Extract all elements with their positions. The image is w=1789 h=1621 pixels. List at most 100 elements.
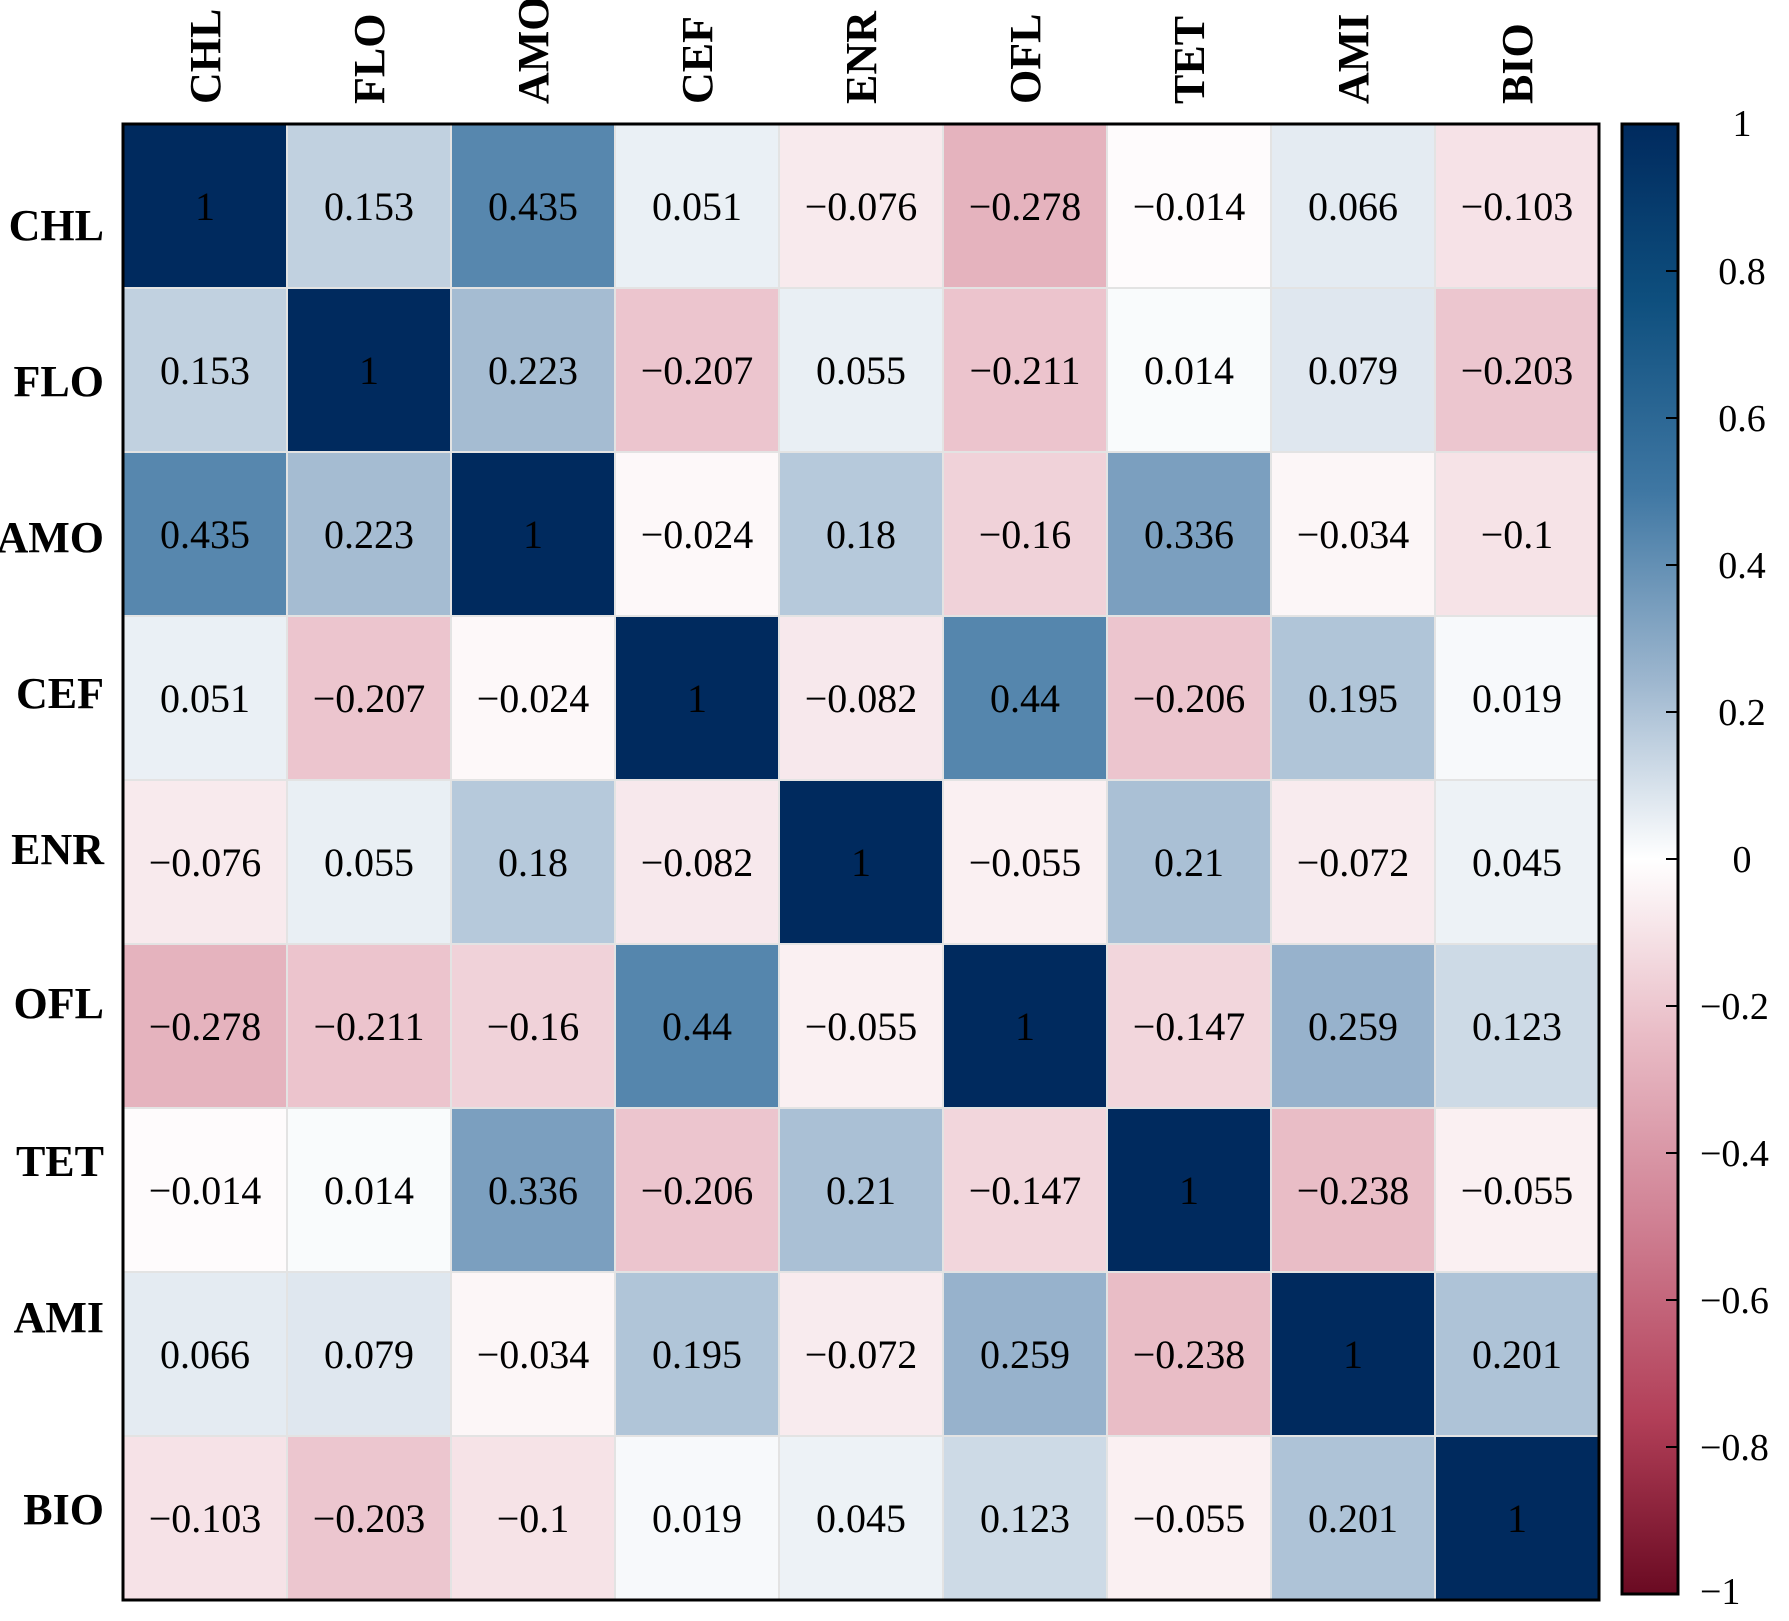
colorbar-tick-label: −0.4 <box>1700 1133 1769 1175</box>
heatmap-cells: 1 0.153 0.435 0.051 −0.076 −0.278 −0.014 0.066 −… <box>123 124 1599 1600</box>
heatmap-cell-flo-chl <box>123 288 287 452</box>
cell-value-label: −0.055 <box>1133 1496 1246 1541</box>
cell-value-label: −0.076 <box>149 840 262 885</box>
colorbar-tick-label: −0.8 <box>1700 1427 1769 1469</box>
heatmap-cell-flo-ofl <box>943 288 1107 452</box>
row-label-chl: CHL <box>9 201 104 250</box>
cell-value-label: −0.076 <box>805 184 918 229</box>
cell-value-label: 0.123 <box>1472 1004 1562 1049</box>
cell-value-label: 0.44 <box>662 1004 732 1049</box>
heatmap-cell-tet-flo <box>287 1108 451 1272</box>
row-label-flo: FLO <box>14 357 104 406</box>
row-label-ami: AMI <box>14 1293 104 1342</box>
cell-value-label: 0.066 <box>160 1332 250 1377</box>
cell-value-label: 0.123 <box>980 1496 1070 1541</box>
cell-value-label: 0.045 <box>816 1496 906 1541</box>
cell-value-label: 0.055 <box>816 348 906 393</box>
column-label-ami: AMI <box>1329 14 1378 104</box>
cell-value-label: −0.238 <box>1133 1332 1246 1377</box>
heatmap-cell-enr-cef <box>615 780 779 944</box>
heatmap-cell-bio-enr <box>779 1436 943 1600</box>
cell-value-label: −0.211 <box>313 1004 424 1049</box>
heatmap-cell-flo-ami <box>1271 288 1435 452</box>
colorbar-tick-label: 0.4 <box>1718 545 1766 587</box>
heatmap-cell-enr-flo <box>287 780 451 944</box>
heatmap-cell-bio-tet <box>1107 1436 1271 1600</box>
heatmap-cell-tet-ofl <box>943 1108 1107 1272</box>
cell-value-label: 0.44 <box>990 676 1060 721</box>
cell-value-label: 0.259 <box>1308 1004 1398 1049</box>
heatmap-cell-cef-chl <box>123 616 287 780</box>
heatmap-cell-tet-enr <box>779 1108 943 1272</box>
heatmap-cell-chl-amo <box>451 124 615 288</box>
heatmap-cell-amo-chl <box>123 452 287 616</box>
column-label-tet: TET <box>1165 16 1214 104</box>
cell-value-label: 1 <box>1015 1004 1035 1049</box>
colorbar-tick-label: 1 <box>1733 103 1752 145</box>
heatmap-cell-amo-tet <box>1107 452 1271 616</box>
heatmap-cell-enr-amo <box>451 780 615 944</box>
cell-value-label: −0.147 <box>969 1168 1082 1213</box>
cell-value-label: −0.034 <box>477 1332 590 1377</box>
heatmap-cell-enr-ami <box>1271 780 1435 944</box>
column-label-bio: BIO <box>1493 23 1542 104</box>
heatmap-cell-ami-bio <box>1435 1272 1599 1436</box>
cell-value-label: −0.014 <box>149 1168 262 1213</box>
cell-value-label: 0.014 <box>324 1168 414 1213</box>
colorbar-tick-label: −0.6 <box>1700 1280 1769 1322</box>
heatmap-cell-enr-enr <box>779 780 943 944</box>
heatmap-cell-chl-flo <box>287 124 451 288</box>
cell-value-label: 0.079 <box>1308 348 1398 393</box>
cell-value-label: 0.066 <box>1308 184 1398 229</box>
heatmap-cell-enr-tet <box>1107 780 1271 944</box>
heatmap-cell-enr-ofl <box>943 780 1107 944</box>
column-label-ofl: OFL <box>1001 14 1050 104</box>
cell-value-label: 0.435 <box>488 184 578 229</box>
cell-value-label: −0.238 <box>1297 1168 1410 1213</box>
cell-value-label: 0.055 <box>324 840 414 885</box>
cell-value-label: −0.014 <box>1133 184 1246 229</box>
column-label-enr: ENR <box>837 10 886 104</box>
cell-value-label: −0.1 <box>1481 512 1554 557</box>
column-label-chl: CHL <box>181 9 230 104</box>
heatmap-cell-chl-bio <box>1435 124 1599 288</box>
colorbar-tick-label: 0.6 <box>1718 398 1766 440</box>
column-labels: CHL FLO AMO CEF ENR OFL TET AMI BIO <box>181 0 1542 104</box>
row-labels: CHL FLO AMO CEF ENR OFL TET AMI BIO <box>0 201 105 1534</box>
cell-value-label: 0.014 <box>1144 348 1234 393</box>
colorbar-ticks: 1 0.8 0.6 0.4 0.2 0 −0.2 −0.4 −0.6 −0.8 −1 <box>1666 103 1769 1613</box>
cell-value-label: 0.21 <box>1154 840 1224 885</box>
heatmap-cell-ami-enr <box>779 1272 943 1436</box>
heatmap-cell-ofl-flo <box>287 944 451 1108</box>
cell-value-label: 0.259 <box>980 1332 1070 1377</box>
cell-value-label: 0.195 <box>1308 676 1398 721</box>
heatmap-cell-tet-tet <box>1107 1108 1271 1272</box>
heatmap-cell-amo-enr <box>779 452 943 616</box>
colorbar-tick-label: −0.2 <box>1700 986 1769 1028</box>
cell-value-label: −0.278 <box>969 184 1082 229</box>
cell-value-label: 0.045 <box>1472 840 1562 885</box>
cell-value-label: 1 <box>687 676 707 721</box>
heatmap-cell-tet-cef <box>615 1108 779 1272</box>
column-label-flo: FLO <box>345 14 394 104</box>
heatmap-cell-bio-ofl <box>943 1436 1107 1600</box>
heatmap-cell-tet-bio <box>1435 1108 1599 1272</box>
heatmap-cell-bio-amo <box>451 1436 615 1600</box>
heatmap-cell-flo-bio <box>1435 288 1599 452</box>
heatmap-cell-ami-ofl <box>943 1272 1107 1436</box>
heatmap-cell-cef-flo <box>287 616 451 780</box>
heatmap-grid <box>123 124 1599 1600</box>
heatmap-cell-chl-cef <box>615 124 779 288</box>
cell-value-label: 0.21 <box>826 1168 896 1213</box>
cell-value-label: 0.079 <box>324 1332 414 1377</box>
heatmap-cell-enr-chl <box>123 780 287 944</box>
cell-value-label: −0.207 <box>641 348 754 393</box>
cell-value-label: 1 <box>195 184 215 229</box>
heatmap-cell-chl-ofl <box>943 124 1107 288</box>
cell-value-label: −0.203 <box>1461 348 1574 393</box>
cell-value-label: −0.082 <box>805 676 918 721</box>
cell-value-label: −0.203 <box>313 1496 426 1541</box>
cell-value-label: −0.082 <box>641 840 754 885</box>
heatmap-cell-chl-chl <box>123 124 287 288</box>
